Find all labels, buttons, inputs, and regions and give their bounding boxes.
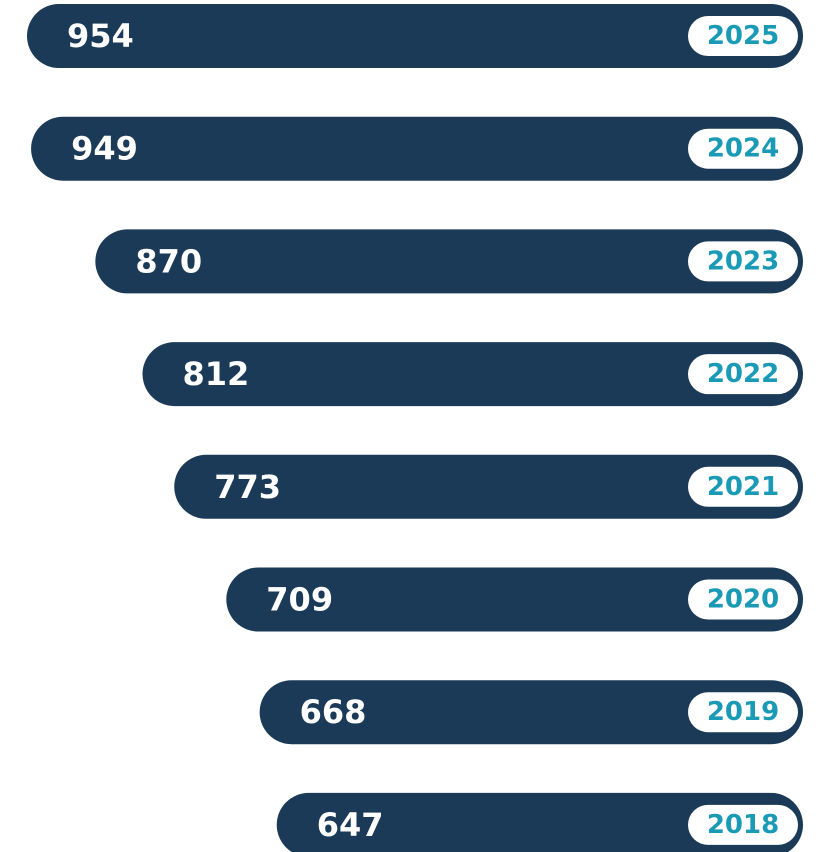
value-label: 954 [67,17,134,55]
year-pill [688,804,798,845]
value-label: 949 [71,130,138,168]
value-label: 647 [317,806,384,844]
bar [31,116,804,181]
value-label: 870 [135,242,202,280]
year-pill [688,466,798,507]
category-label: 2019 [707,697,779,727]
value-label: 709 [266,581,333,619]
year-pill [688,16,798,56]
category-label: 2025 [707,21,779,51]
value-label: 812 [183,355,250,393]
year-pill [688,354,798,395]
year-pill [688,241,798,282]
bar [27,4,803,68]
bar [95,229,804,294]
year-pill [688,579,798,620]
bar [142,342,803,407]
value-label: 773 [214,468,281,506]
year-pill [688,128,798,169]
category-label: 2022 [707,359,779,389]
category-label: 2018 [707,810,779,840]
bar [174,454,803,519]
category-label: 2024 [707,134,779,164]
category-label: 2020 [707,585,779,615]
bar [276,792,803,852]
bar [259,680,803,745]
year-pill [688,692,798,733]
value-label: 668 [300,693,367,731]
category-label: 2021 [707,472,779,502]
bar [226,567,803,632]
category-label: 2023 [707,246,779,276]
